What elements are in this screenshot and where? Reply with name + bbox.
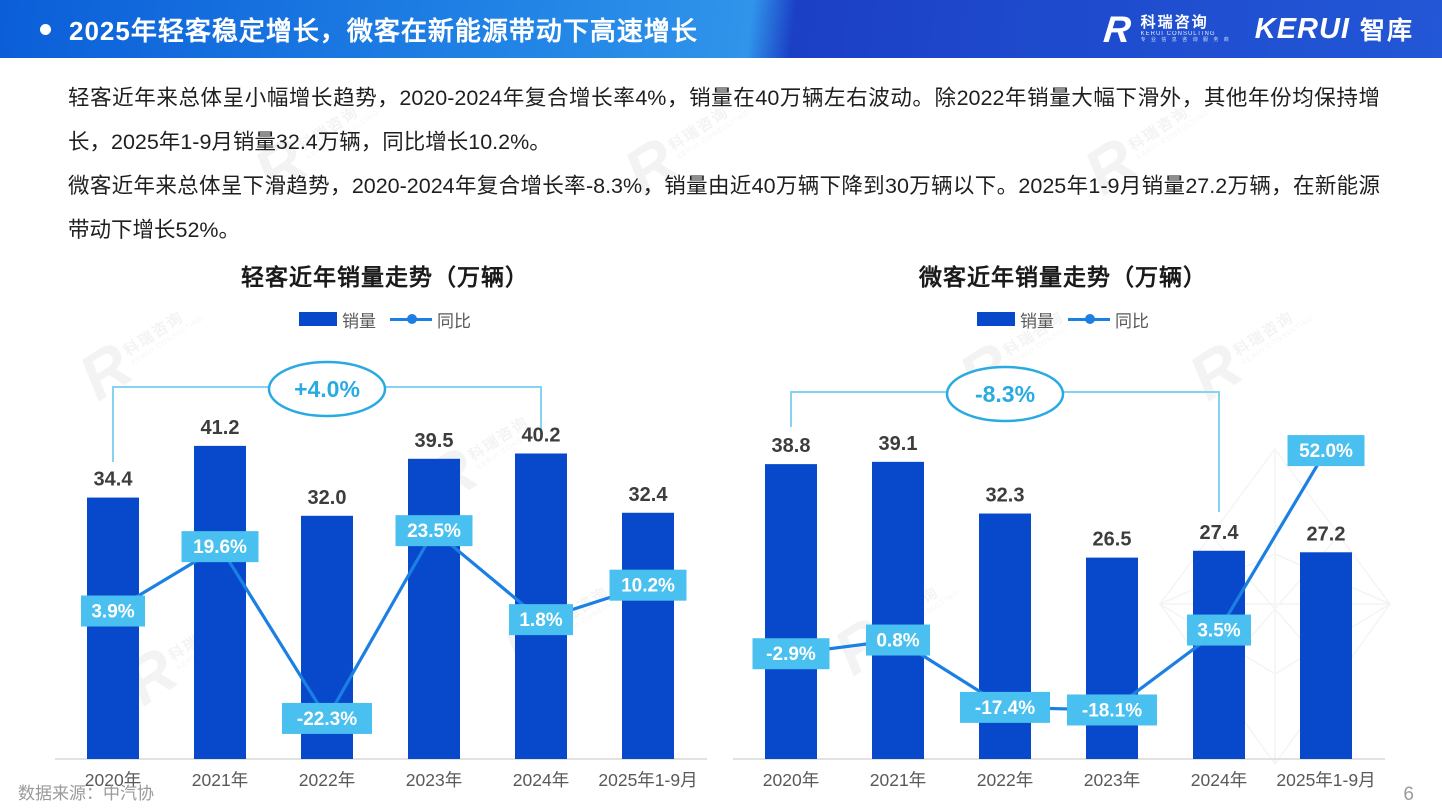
svg-text:41.2: 41.2 — [201, 417, 240, 439]
chart-mini-bus: 微客近年销量走势（万辆） 销量 同比 38.8 2020年 39.1 2021年 32.… — [733, 258, 1393, 796]
svg-text:27.2: 27.2 — [1307, 523, 1346, 545]
legend: 销量 同比 — [55, 307, 715, 332]
chart-title-mini-bus: 微客近年销量走势（万辆） — [919, 264, 1207, 290]
legend: 销量 同比 — [733, 307, 1393, 332]
legend-label: 销量 — [1020, 311, 1054, 331]
svg-text:2022年: 2022年 — [299, 770, 355, 790]
svg-text:-22.3%: -22.3% — [297, 709, 357, 730]
svg-text:23.5%: 23.5% — [407, 521, 461, 542]
svg-text:2020年: 2020年 — [85, 770, 141, 790]
svg-text:2023年: 2023年 — [1084, 770, 1140, 790]
logo-tagline: 专 业 信 息 咨 询 服 务 商 — [1140, 37, 1231, 44]
kerui-logo: R 科瑞咨询 KERUI CONSULTING 专 业 信 息 咨 询 服 务 … — [1101, 0, 1414, 58]
legend-item-sales: 销量 — [299, 307, 376, 332]
svg-text:-8.3%: -8.3% — [975, 381, 1035, 407]
svg-text:2024年: 2024年 — [1191, 770, 1247, 790]
logo-company-cn: 科瑞咨询 — [1140, 14, 1209, 32]
svg-text:-18.1%: -18.1% — [1082, 700, 1142, 721]
header-bar: 2025年轻客稳定增长，微客在新能源带动下高速增长 R 科瑞咨询 KERUI C… — [0, 0, 1442, 58]
kerui-logo-text: 科瑞咨询 KERUI CONSULTING 专 业 信 息 咨 询 服 务 商 — [1141, 14, 1231, 44]
bar-swatch-icon — [299, 312, 337, 326]
svg-text:2021年: 2021年 — [870, 770, 926, 790]
logo-company-en: KERUI CONSULTING — [1140, 31, 1216, 38]
summary-text: 轻客近年来总体呈小幅增长趋势，2020-2024年复合增长率4%，销量在40万辆… — [68, 76, 1380, 252]
line-swatch-icon — [390, 314, 432, 324]
svg-text:2023年: 2023年 — [406, 770, 462, 790]
logo-brand: KERUI — [1254, 12, 1350, 45]
legend-item-yoy: 同比 — [1068, 307, 1149, 332]
bullet-icon — [40, 23, 51, 35]
svg-text:2021年: 2021年 — [192, 770, 248, 790]
line-swatch-icon — [1068, 314, 1110, 324]
svg-text:-2.9%: -2.9% — [766, 644, 816, 665]
svg-text:39.5: 39.5 — [415, 430, 454, 452]
logo-brand-suffix: 智库 — [1359, 17, 1414, 45]
svg-text:10.2%: 10.2% — [621, 576, 675, 597]
svg-text:3.9%: 3.9% — [91, 602, 134, 623]
svg-text:38.8: 38.8 — [772, 435, 811, 457]
svg-text:52.0%: 52.0% — [1299, 441, 1353, 462]
chart-title-light-bus: 轻客近年销量走势（万辆） — [241, 264, 529, 290]
bar-swatch-icon — [977, 312, 1015, 326]
svg-text:19.6%: 19.6% — [193, 537, 247, 558]
svg-text:2024年: 2024年 — [513, 770, 569, 790]
svg-text:39.1: 39.1 — [879, 433, 918, 455]
svg-text:0.8%: 0.8% — [876, 631, 919, 652]
chart-light-bus: 轻客近年销量走势（万辆） 销量 同比 34.4 2020年 41.2 2021年 32.… — [55, 258, 715, 796]
paragraph-light-bus: 轻客近年来总体呈小幅增长趋势，2020-2024年复合增长率4%，销量在40万辆… — [68, 86, 1380, 154]
paragraph-mini-bus: 微客近年来总体呈下滑趋势，2020-2024年复合增长率-8.3%，销量由近40… — [68, 174, 1380, 242]
svg-text:2025年1-9月: 2025年1-9月 — [598, 770, 697, 790]
svg-text:2022年: 2022年 — [977, 770, 1033, 790]
svg-text:34.4: 34.4 — [94, 469, 134, 491]
svg-text:32.4: 32.4 — [629, 484, 669, 506]
chart-canvas-mini-bus: 38.8 2020年 39.1 2021年 32.3 2022年 26.5 2023年 27.4… — [733, 365, 1385, 790]
svg-text:3.5%: 3.5% — [1197, 621, 1240, 642]
svg-text:32.3: 32.3 — [986, 485, 1025, 507]
legend-label: 同比 — [437, 311, 471, 331]
svg-text:26.5: 26.5 — [1093, 529, 1132, 551]
svg-text:+4.0%: +4.0% — [294, 376, 360, 402]
svg-text:1.8%: 1.8% — [519, 610, 562, 631]
svg-text:-17.4%: -17.4% — [975, 698, 1035, 719]
page-number: 6 — [1403, 784, 1414, 805]
svg-text:40.2: 40.2 — [522, 424, 561, 446]
page-title: 2025年轻客稳定增长，微客在新能源带动下高速增长 — [69, 15, 698, 46]
legend-label: 销量 — [342, 311, 376, 331]
legend-item-sales: 销量 — [977, 307, 1054, 332]
svg-text:32.0: 32.0 — [308, 487, 347, 509]
chart-canvas-light-bus: 34.4 2020年 41.2 2021年 32.0 2022年 39.5 2023年 40.2… — [55, 360, 707, 790]
legend-item-yoy: 同比 — [390, 307, 471, 332]
svg-text:2020年: 2020年 — [763, 770, 819, 790]
svg-text:27.4: 27.4 — [1200, 522, 1240, 544]
svg-text:2025年1-9月: 2025年1-9月 — [1276, 770, 1375, 790]
legend-label: 同比 — [1115, 311, 1149, 331]
data-source-note: 数据来源：中汽协 — [18, 784, 154, 803]
kerui-logo-icon: R — [1101, 8, 1133, 50]
